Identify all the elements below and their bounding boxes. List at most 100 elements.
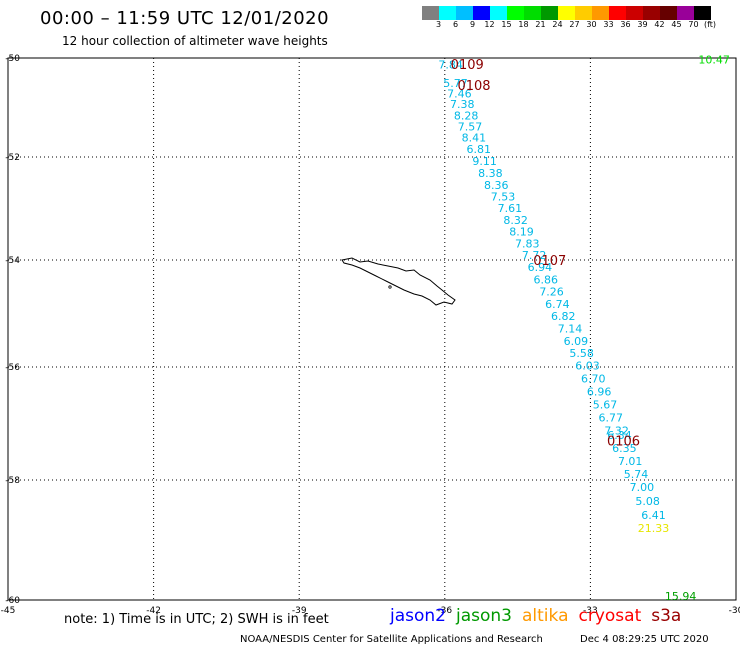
scale-swatch (456, 6, 473, 20)
wave-height-value: 7.61 (498, 202, 523, 215)
scale-swatch (575, 6, 592, 20)
wave-height-value: 8.28 (454, 109, 479, 122)
wave-height-value: 8.19 (509, 226, 534, 239)
wave-height-value: 8.41 (462, 132, 487, 145)
wave-height-value: 7.46 (447, 88, 472, 101)
legend-altika: altika (522, 606, 569, 626)
map-title: 00:00 – 11:59 UTC 12/01/2020 (40, 8, 330, 29)
wave-height-value: 6.35 (612, 442, 637, 455)
time-label: 0109 (451, 58, 484, 73)
wave-height-value: 8.32 (503, 214, 528, 227)
wave-height-value: 6.34 (607, 429, 632, 442)
wave-height-value: 6.82 (551, 310, 576, 323)
wave-height-value: 7.32 (604, 424, 629, 437)
scale-tick-label: 33 (603, 20, 614, 29)
scale-tick-label: 6 (452, 20, 459, 29)
wave-height-value: 7.57 (458, 120, 483, 133)
wave-height-value: 6.96 (587, 385, 612, 398)
wave-height-value: 6.70 (581, 372, 606, 385)
map-subtitle: 12 hour collection of altimeter wave hei… (62, 34, 328, 48)
x-tick-label: -45 (1, 606, 16, 616)
scale-swatch (422, 6, 439, 20)
scale-tick-label: 3 (435, 20, 442, 29)
island-outline (341, 257, 456, 306)
scale-swatch (507, 6, 524, 20)
scale-tick-label: 36 (620, 20, 631, 29)
scale-tick-label: 9 (469, 20, 476, 29)
x-tick-label: -39 (292, 606, 307, 616)
scale-tick-label: 45 (671, 20, 682, 29)
time-label: 0107 (533, 254, 566, 269)
scale-swatch (660, 6, 677, 20)
note-text: note: 1) Time is in UTC; 2) SWH is in fe… (64, 612, 329, 627)
wave-height-value: 6.03 (575, 359, 600, 372)
wave-height-value: 7.26 (539, 286, 564, 299)
scale-tick-label: 39 (637, 20, 648, 29)
wave-height-value: 7.38 (450, 98, 475, 111)
map-frame (7, 57, 737, 601)
satellite-legend: jason2 jason3 altika cryosat s3a (390, 606, 691, 626)
legend-cryosat: cryosat (578, 606, 642, 626)
wave-height-value: 8.36 (484, 179, 509, 192)
y-tick-label: -56 (5, 363, 20, 373)
scale-swatch (558, 6, 575, 20)
scale-tick-label: 42 (654, 20, 665, 29)
scale-tick-label: 15 (501, 20, 512, 29)
footer-source: NOAA/NESDIS Center for Satellite Applica… (240, 634, 543, 645)
scale-swatch (677, 6, 694, 20)
x-tick-label: -42 (146, 606, 161, 616)
wave-height-value: 21.33 (638, 522, 670, 535)
y-tick-label: -54 (5, 256, 20, 266)
scale-swatch (490, 6, 507, 20)
wave-height-value: 7.84 (438, 58, 463, 71)
scale-tick-label: 70 (688, 20, 699, 29)
time-label: 0106 (607, 434, 640, 449)
scale-swatch (694, 6, 711, 20)
wave-height-value: 10.47 (698, 53, 730, 66)
scale-tick-label: 12 (484, 20, 495, 29)
wave-height-value: 6.86 (533, 273, 558, 286)
x-tick-label: -36 (437, 606, 452, 616)
legend-s3a: s3a (651, 606, 682, 626)
wave-height-value: 7.14 (558, 322, 583, 335)
wave-height-value: 7.53 (491, 191, 516, 204)
scale-tick-label: 30 (586, 20, 597, 29)
wave-height-value: 6.09 (564, 335, 589, 348)
scale-unit: (ft) (704, 20, 717, 29)
scale-tick-label: 24 (552, 20, 563, 29)
legend-jason3: jason3 (456, 606, 512, 626)
scale-swatch (626, 6, 643, 20)
scale-swatch (473, 6, 490, 20)
scale-tick-label: 21 (535, 20, 546, 29)
y-tick-label: -60 (5, 596, 20, 606)
footer-timestamp: Dec 4 08:29:25 UTC 2020 (580, 634, 709, 645)
time-label: 0108 (457, 79, 490, 94)
x-tick-label: -30 (729, 606, 740, 616)
scale-swatch (439, 6, 456, 20)
legend-jason2: jason2 (390, 606, 446, 626)
color-scale-ticks: 3 6 9 12 15 18 21 24 27 30 33 36 39 42 45 70 (ft) (430, 20, 716, 29)
scale-swatch (524, 6, 541, 20)
wave-height-value: 8.38 (478, 167, 503, 180)
scale-swatch (643, 6, 660, 20)
wave-height-value: 7.72 (522, 249, 547, 262)
y-tick-label: -50 (5, 54, 20, 64)
scale-swatch (541, 6, 558, 20)
scale-tick-label: 18 (518, 20, 529, 29)
wave-height-value: 5.77 (443, 77, 468, 90)
wave-height-value: 15.94 (665, 590, 697, 603)
wave-height-value: 9.11 (472, 155, 497, 168)
wave-height-value: 7.01 (618, 455, 643, 468)
y-tick-label: -52 (5, 153, 20, 163)
wave-height-value: 5.74 (624, 468, 649, 481)
wave-height-value: 5.58 (569, 347, 594, 360)
scale-tick-label: 27 (569, 20, 580, 29)
wave-height-value: 7.00 (630, 481, 655, 494)
color-scale-legend: 3 6 9 12 15 18 21 24 27 30 33 36 39 42 45 70 (ft) (422, 6, 716, 29)
wave-height-value: 6.74 (545, 298, 570, 311)
wave-height-value: 6.81 (467, 143, 492, 156)
x-tick-label: -33 (583, 606, 598, 616)
footer-credit: NOAA/NESDIS Center for Satellite Applica… (240, 634, 709, 645)
wave-height-value: 5.08 (635, 495, 660, 508)
